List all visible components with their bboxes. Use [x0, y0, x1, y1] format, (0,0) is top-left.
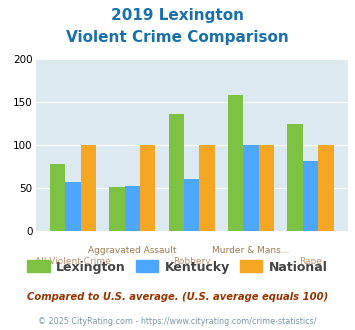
- Text: Aggravated Assault: Aggravated Assault: [88, 247, 176, 255]
- Text: Compared to U.S. average. (U.S. average equals 100): Compared to U.S. average. (U.S. average …: [27, 292, 328, 302]
- Bar: [303, 161, 318, 231]
- Bar: [259, 145, 274, 231]
- Text: Violent Crime Comparison: Violent Crime Comparison: [66, 30, 289, 45]
- Text: Robbery: Robbery: [173, 257, 211, 266]
- Bar: [200, 145, 215, 231]
- Bar: [287, 124, 303, 231]
- Text: All Violent Crime: All Violent Crime: [35, 257, 111, 266]
- Bar: [318, 145, 334, 231]
- Bar: [244, 145, 259, 231]
- Bar: [109, 187, 125, 231]
- Bar: [125, 186, 140, 231]
- Text: 2019 Lexington: 2019 Lexington: [111, 8, 244, 23]
- Bar: [184, 179, 200, 231]
- Text: © 2025 CityRating.com - https://www.cityrating.com/crime-statistics/: © 2025 CityRating.com - https://www.city…: [38, 317, 317, 326]
- Text: Murder & Mans...: Murder & Mans...: [212, 247, 290, 255]
- Bar: [140, 145, 155, 231]
- Bar: [169, 114, 184, 231]
- Bar: [50, 164, 65, 231]
- Bar: [65, 182, 81, 231]
- Bar: [228, 95, 244, 231]
- Text: Rape: Rape: [299, 257, 322, 266]
- Bar: [81, 145, 96, 231]
- Legend: Lexington, Kentucky, National: Lexington, Kentucky, National: [22, 255, 333, 279]
